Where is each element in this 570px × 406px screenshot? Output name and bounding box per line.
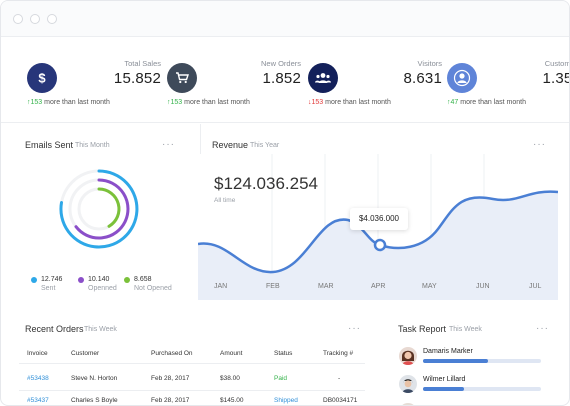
legend-item-opened: 10.140 Openned [78, 276, 117, 292]
stat-label: New Orders [260, 59, 301, 68]
task-name: Wilmer Lillard [423, 376, 466, 383]
column-header[interactable]: Customer [71, 350, 100, 357]
date-cell: Feb 28, 2017 [151, 397, 190, 404]
column-header[interactable]: Status [274, 350, 293, 357]
legend-dot [124, 276, 130, 283]
chart-tooltip: $4.036.000 [350, 208, 408, 230]
legend-item-not-opened: 8.658 Not Opened [124, 276, 172, 292]
task-report-panel: Task Report This Week ··· Damaris Marker… [383, 314, 569, 405]
more-options-icon[interactable]: ··· [348, 323, 361, 334]
x-tick-label: MAY [422, 283, 437, 290]
dollar-icon: $ [27, 63, 57, 93]
window-minimize-dot[interactable] [30, 14, 40, 24]
sent-ring [59, 169, 139, 249]
legend-item-sent: 12.746 Sent [31, 276, 62, 292]
window-titlebar [1, 1, 569, 37]
progress-bar [423, 387, 541, 391]
window-maximize-dot[interactable] [47, 14, 57, 24]
customer-cell: Charles S Boyle [71, 397, 118, 404]
stat-delta: ↑153 more than last month [167, 99, 250, 106]
tracking-cell: - [338, 375, 341, 382]
avatar [399, 375, 417, 393]
status-badge: Paid [274, 375, 288, 382]
divider [19, 390, 365, 391]
more-options-icon[interactable]: ··· [533, 139, 546, 150]
task-name: Damaris Marker [423, 348, 473, 355]
tracking-cell: DB0034171 [323, 397, 358, 404]
x-tick-label: APR [371, 283, 386, 290]
invoice-link[interactable]: #53437 [27, 397, 49, 404]
revenue-amount: $124.036.254 [214, 174, 318, 193]
arrow-up-icon: ↑ [167, 99, 171, 106]
panel-period: This Week [449, 326, 482, 333]
progress-fill [423, 387, 465, 391]
panel-title: Task Report [398, 324, 447, 334]
legend-dot [31, 276, 37, 283]
legend-dot [78, 276, 84, 283]
status-badge: Shipped [274, 397, 298, 404]
panel-period: This Month [75, 142, 110, 149]
stat-label: Visitors [417, 59, 442, 68]
stat-value: 1.852 [262, 70, 301, 87]
revenue-panel: Revenue This Year ··· $124.036.254 All t… [198, 124, 558, 300]
column-header[interactable]: Purchased On [151, 350, 193, 357]
stat-delta: ↑153 more than last month [27, 99, 110, 106]
divider [19, 363, 365, 364]
column-header[interactable]: Amount [220, 350, 243, 357]
panel-period: This Week [84, 326, 117, 333]
arrow-up-icon: ↑ [447, 99, 451, 106]
emails-radial-chart [59, 169, 139, 249]
x-tick-label: FEB [266, 283, 280, 290]
stat-label: Total Sales [124, 59, 161, 68]
x-tick-label: MAR [318, 283, 334, 290]
x-tick-label: JUN [476, 283, 490, 290]
arrow-up-icon: ↑ [27, 99, 31, 106]
svg-text:$: $ [38, 71, 46, 85]
column-header[interactable]: Tracking # [323, 350, 354, 357]
avatar [399, 347, 417, 365]
shopping-cart-icon [167, 63, 197, 93]
stat-visitors: Visitors 8.631 ↓153 more than last month [308, 59, 442, 119]
invoice-link[interactable]: #53438 [27, 375, 49, 382]
date-cell: Feb 28, 2017 [151, 375, 190, 382]
stat-value: 8.631 [403, 70, 442, 87]
panel-title: Recent Orders [25, 324, 84, 334]
stat-delta: ↓153 more than last month [308, 99, 391, 106]
opened-ring [74, 178, 130, 240]
arrow-down-icon: ↓ [308, 99, 312, 106]
amount-cell: $38.00 [220, 375, 240, 382]
emails-sent-panel: Emails Sent This Month ··· 12.746 Sent 1… [1, 124, 201, 300]
more-options-icon[interactable]: ··· [162, 139, 175, 150]
window-close-dot[interactable] [13, 14, 23, 24]
x-tick-label: JAN [214, 283, 228, 290]
recent-orders-panel: Recent Orders This Week ··· Invoice Cust… [1, 314, 383, 405]
user-icon [447, 63, 477, 93]
avatar [399, 403, 417, 405]
stat-delta: ↑47 more than last month [447, 99, 527, 106]
users-icon [308, 63, 338, 93]
panel-title: Revenue [212, 140, 249, 150]
stat-value: 1.356 [542, 70, 569, 87]
progress-fill [423, 359, 488, 363]
panel-period: This Year [250, 142, 280, 149]
column-header[interactable]: Invoice [27, 350, 48, 357]
more-options-icon[interactable]: ··· [536, 323, 549, 334]
stat-label: Customers [544, 59, 570, 68]
customer-cell: Steve N. Horton [71, 375, 118, 382]
x-tick-label: JUL [529, 283, 542, 290]
stat-value: 15.852 [113, 70, 161, 87]
not-opened-ring [97, 187, 121, 228]
stat-total-sales: $ Total Sales 15.852 ↑153 more than last… [27, 59, 161, 119]
highlight-point [373, 238, 387, 252]
revenue-subtitle: All time [214, 197, 236, 204]
stat-new-orders: New Orders 1.852 ↑153 more than last mon… [167, 59, 301, 119]
amount-cell: $145.00 [220, 397, 244, 404]
panel-title: Emails Sent [25, 140, 74, 150]
stat-customers: Customers 1.356 ↑47 more than last month [447, 59, 570, 119]
progress-bar [423, 359, 541, 363]
stats-row: $ Total Sales 15.852 ↑153 more than last… [1, 37, 569, 123]
